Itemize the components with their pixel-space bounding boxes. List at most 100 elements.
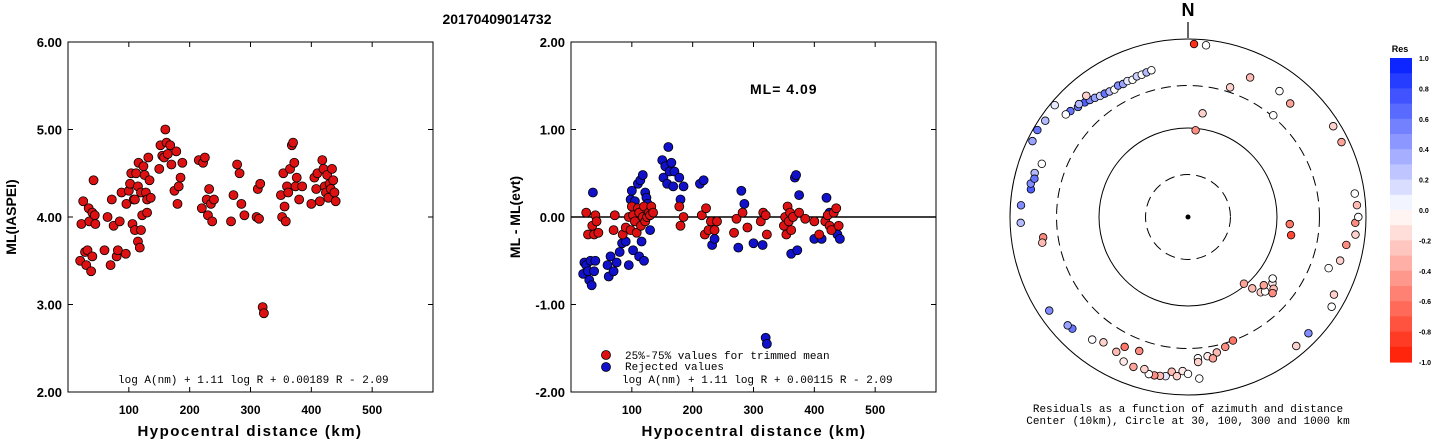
left-point-red [327,163,337,174]
station-residual-point [1208,354,1218,363]
middle-point-red [581,207,592,218]
left-point-red [144,175,155,186]
station-residual-point [1337,137,1346,147]
station-residual-point [1212,348,1221,357]
station-residual-point [1350,189,1359,198]
colorbar-step [1390,270,1412,287]
left-axes: 100 200 300 400 500 2.00 3.00 4.00 5.00 6.00 [37,35,433,417]
middle-point-red [833,220,844,231]
middle-y-tick-label: 1.00 [540,123,565,138]
station-residual-point [1239,279,1249,288]
middle-point-blue [739,198,750,209]
left-point-red [165,140,176,151]
colorbar-ticks: 1.0 0.8 0.6 0.4 0.2 0.0 -0.2 -0.4 -0.6 -0.8 -1.0 [1419,56,1431,367]
middle-point-red [648,207,659,218]
left-y-tick-label: 3.00 [37,298,62,313]
station-residual-point [1329,122,1338,131]
left-point-red [330,196,341,207]
left-point-red [87,251,98,262]
middle-point-blue [748,238,759,249]
colorbar-tick-label: 0.6 [1419,117,1429,124]
middle-point-blue [590,255,601,266]
middle-point-blue [791,170,801,180]
station-residual-point [1285,219,1294,229]
station-residual-point [1275,86,1284,96]
polar-data-points [1016,39,1363,383]
left-x-tick-label: 200 [180,403,200,417]
polar-caption-line1: Residuals as a function of azimuth and d… [1033,404,1343,416]
left-point-red [294,194,305,205]
left-point-red [160,124,171,135]
left-point-red [226,216,236,227]
left-point-red [131,168,142,179]
station-residual-point [1016,201,1026,210]
middle-point-blue [698,175,709,186]
station-residual-point [1189,39,1199,49]
colorbar-blocks [1390,58,1412,363]
left-formula: log A(nm) + 1.11 log R + 0.00189 R - 2.0… [118,375,389,387]
station-residual-point [1129,362,1138,372]
left-point-red [89,210,100,221]
colorbar-step [1390,194,1412,211]
left-point-red [143,152,154,163]
station-residual-point [1016,218,1025,228]
middle-x-axis-label: Hypocentral distance (km) [641,423,866,440]
station-residual-point [1050,101,1059,110]
middle-point-red [591,216,602,227]
middle-x-tick-label: 500 [865,403,885,417]
colorbar-step [1390,73,1412,89]
station-residual-point [1269,111,1278,120]
middle-point-blue [794,190,805,201]
colorbar-step [1390,149,1412,165]
legend-blue-marker [601,362,611,372]
station-residual-point [1285,99,1295,108]
station-residual-point [1324,263,1333,273]
middle-point-blue [821,192,832,203]
station-residual-point [1329,290,1339,299]
middle-point-red [678,212,689,222]
middle-x-tick-label: 300 [743,403,763,417]
left-point-red [171,146,182,157]
middle-point-red [609,210,620,221]
left-point-red [289,157,300,168]
station-residual-point [1061,110,1070,119]
ml-residual-panel: ML - ML(evt) Hypocentral distance (km) M… [507,35,937,440]
left-point-red [106,194,117,205]
station-residual-point [1038,238,1047,247]
middle-x-tick-label: 400 [804,403,824,417]
residual-colorbar: Res 1.0 0.8 0.6 0.4 0.2 0.0 -0.2 -0.4 -0.6 -0.8 -1… [1390,44,1431,367]
station-residual-point [1201,41,1211,50]
station-residual-point [1074,99,1084,109]
colorbar-step [1390,210,1412,226]
middle-point-red [831,203,842,214]
middle-point-blue [588,187,598,198]
colorbar-tick-label: -0.8 [1419,330,1431,337]
colorbar-step [1390,331,1412,348]
middle-point-red [794,207,805,218]
middle-y-tick-label: -2.00 [535,385,565,400]
left-point-red [204,184,215,194]
colorbar-step [1390,316,1412,333]
middle-point-blue [608,266,619,277]
middle-point-red [608,225,619,236]
left-point-red [172,198,183,209]
middle-point-red [712,216,722,227]
middle-x-tick-label: 200 [683,403,703,417]
middle-point-blue [757,240,768,250]
left-point-red [199,152,210,163]
colorbar-step [1390,240,1412,257]
station-residual-point [1099,338,1108,347]
left-point-red [239,210,250,221]
station-residual-point [1193,357,1203,367]
station-residual-point [1030,174,1039,183]
station-residual-point [1135,346,1144,356]
left-plot-frame [67,41,434,393]
middle-point-blue [666,157,677,168]
ml-value-text: ML= 4.09 [750,81,818,97]
station-residual-point [1352,200,1362,210]
legend-red-label: 25%-75% values for trimmed mean [625,351,830,363]
middle-x-tick-label: 100 [622,403,642,417]
colorbar-step [1390,58,1412,74]
left-point-red [173,181,184,192]
station-residual-point [1327,302,1336,311]
